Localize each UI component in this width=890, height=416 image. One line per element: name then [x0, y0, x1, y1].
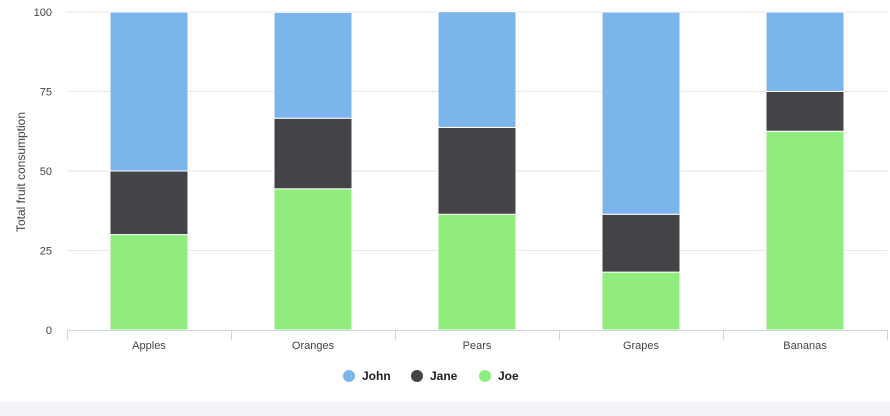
y-axis: 0 25 50 75 100	[34, 7, 52, 337]
x-tick-label-pears: Pears	[463, 340, 492, 352]
bar-joe-pears[interactable]	[437, 213, 517, 331]
bar-joe-grapes[interactable]	[601, 271, 681, 331]
legend-label-jane: Jane	[430, 369, 458, 383]
x-tick-label-apples: Apples	[132, 340, 166, 352]
y-tick-label-25: 25	[40, 246, 52, 258]
bar-joe-apples[interactable]	[109, 234, 189, 331]
bar-joe-oranges[interactable]	[273, 188, 353, 331]
bar-joe-bananas[interactable]	[765, 130, 845, 331]
bar-john-grapes[interactable]	[601, 11, 681, 215]
bar-jane-pears[interactable]	[437, 126, 517, 215]
y-tick-label-100: 100	[34, 7, 52, 19]
legend-marker-jane	[411, 370, 423, 382]
y-tick-label-50: 50	[40, 166, 52, 178]
bar-john-bananas[interactable]	[765, 11, 845, 92]
bar-jane-apples[interactable]	[109, 170, 189, 236]
legend-item-john[interactable]: John	[343, 369, 391, 383]
y-tick-label-75: 75	[40, 87, 52, 99]
y-tick-label-0: 0	[46, 325, 52, 337]
y-axis-title: Total fruit consumption	[14, 112, 28, 232]
bar-jane-oranges[interactable]	[273, 117, 353, 190]
x-tick-label-oranges: Oranges	[292, 340, 335, 352]
bar-john-pears[interactable]	[437, 11, 517, 128]
legend-label-joe: Joe	[498, 369, 519, 383]
bar-john-oranges[interactable]	[273, 11, 353, 119]
stacked-bar-chart: Apples Oranges Pears Grapes Bananas 0 25 50 75 1…	[14, 7, 888, 383]
legend-item-joe[interactable]: Joe	[479, 369, 519, 383]
chart-container: Apples Oranges Pears Grapes Bananas 0 25 50 75 1…	[0, 0, 890, 402]
bar-john-apples[interactable]	[109, 11, 189, 172]
bar-jane-grapes[interactable]	[601, 213, 681, 273]
bar-series	[109, 11, 845, 331]
legend: John Jane Joe	[343, 369, 519, 383]
x-tick-label-bananas: Bananas	[783, 340, 827, 352]
legend-item-jane[interactable]: Jane	[411, 369, 458, 383]
legend-label-john: John	[362, 369, 391, 383]
legend-marker-john	[343, 370, 355, 382]
bar-jane-bananas[interactable]	[765, 91, 845, 132]
legend-marker-joe	[479, 370, 491, 382]
x-tick-label-grapes: Grapes	[623, 340, 660, 352]
x-axis: Apples Oranges Pears Grapes Bananas	[67, 330, 888, 352]
